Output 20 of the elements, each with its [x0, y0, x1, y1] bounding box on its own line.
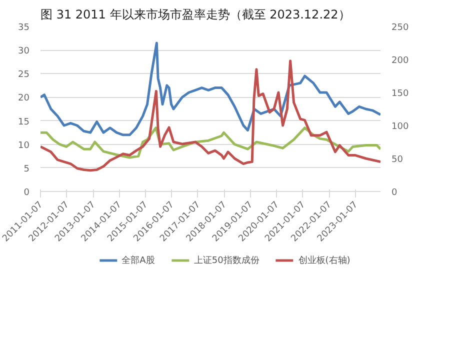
y-tick-label: 10: [18, 140, 30, 151]
y-tick-label: 25: [18, 70, 30, 80]
y2-tick-label: 0: [392, 188, 398, 198]
y2-tick-label: 100: [392, 122, 409, 132]
y2-tick-label: 50: [392, 155, 404, 165]
legend-label: 上证50指数成份: [194, 254, 260, 266]
legend-label: 全部A股: [122, 254, 155, 266]
line-series: [40, 42, 380, 136]
y2-tick-label: 200: [392, 56, 409, 66]
legend-label: 创业板(右轴): [298, 254, 350, 266]
y-tick-label: 5: [24, 164, 30, 174]
y-tick-label: 35: [18, 23, 30, 33]
y2-tick-label: 150: [392, 89, 409, 99]
y-tick-label: 15: [18, 117, 30, 128]
y-tick-label: 0: [24, 188, 30, 198]
y2-tick-label: 250: [392, 23, 409, 33]
y-tick-label: 20: [18, 94, 30, 104]
line-series: [40, 60, 380, 172]
y-tick-label: 30: [18, 46, 30, 57]
chart-title: 图 31 2011 年以来市场市盈率走势（截至 2023.12.22）: [40, 8, 350, 22]
